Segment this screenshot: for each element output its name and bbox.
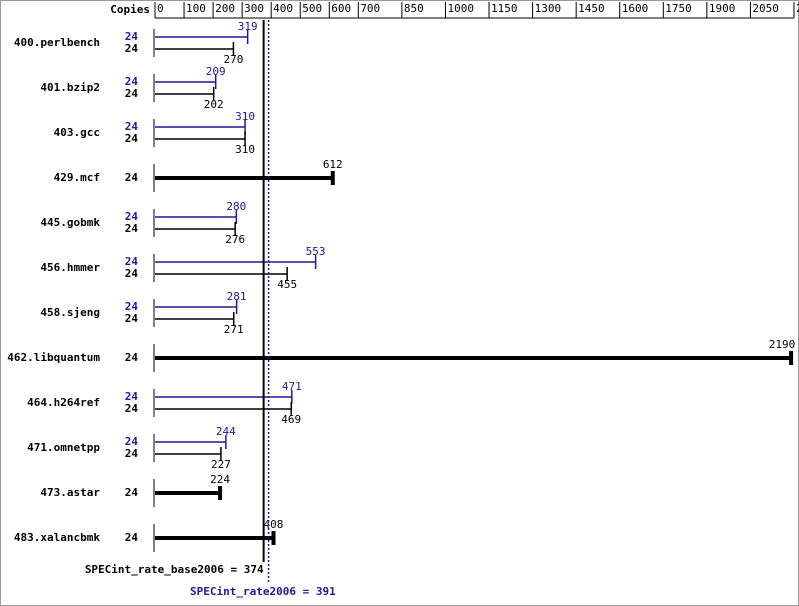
value-label: 224 [210, 473, 230, 486]
copies-label: 24 [125, 531, 139, 544]
x-tick-label: 200 [215, 2, 235, 15]
value-label: 227 [211, 458, 231, 471]
copies-label: 24 [125, 75, 139, 88]
x-tick-label: 1600 [622, 2, 649, 15]
value-label: 209 [206, 65, 226, 78]
value-label: 319 [238, 20, 258, 33]
bar [155, 300, 238, 314]
reference-label: SPECint_rate2006 = 391 [190, 585, 336, 598]
bar [155, 312, 235, 326]
x-tick-label: 2050 [752, 2, 779, 15]
copies-label: 24 [125, 402, 139, 415]
copies-label: 24 [125, 312, 139, 325]
x-tick-label: 1300 [535, 2, 562, 15]
value-label: 281 [227, 290, 247, 303]
bar [155, 351, 794, 365]
value-label: 202 [204, 98, 224, 111]
x-tick-label: 1000 [447, 2, 474, 15]
category-label: 471.omnetpp [27, 441, 100, 454]
x-tick-label: 850 [404, 2, 424, 15]
x-tick-label: 700 [360, 2, 380, 15]
category-label: 483.xalancbmk [14, 531, 100, 544]
value-label: 612 [323, 158, 343, 171]
copies-label: 24 [125, 222, 139, 235]
x-tick-label: 100 [186, 2, 206, 15]
value-label: 244 [216, 425, 236, 438]
axis-label: Copies [110, 3, 150, 16]
x-tick-label: 2200 [796, 2, 799, 15]
x-tick-label: 1150 [491, 2, 517, 15]
x-tick-label: 1900 [709, 2, 736, 15]
category-label: 456.hmmer [40, 261, 100, 274]
x-tick-label: 1450 [578, 2, 605, 15]
x-tick-label: 0 [157, 2, 164, 15]
bar [155, 486, 223, 500]
copies-label: 24 [125, 267, 139, 280]
value-label: 271 [224, 323, 244, 336]
copies-label: 24 [125, 171, 139, 184]
bar [155, 435, 227, 449]
bar [155, 75, 217, 89]
value-label: 469 [281, 413, 301, 426]
bar [155, 87, 215, 101]
copies-label: 24 [125, 132, 139, 145]
value-label: 408 [264, 518, 284, 531]
value-label: 280 [226, 200, 246, 213]
copies-label: 24 [125, 447, 139, 460]
bar [155, 222, 236, 236]
copies-label: 24 [125, 255, 139, 268]
bar [155, 531, 276, 545]
bar [155, 30, 249, 44]
x-tick-label: 600 [331, 2, 351, 15]
x-tick-label: 400 [273, 2, 293, 15]
bar [155, 132, 246, 146]
value-label: 310 [235, 110, 255, 123]
bar [155, 42, 235, 56]
copies-label: 24 [125, 120, 139, 133]
category-label: 401.bzip2 [40, 81, 100, 94]
category-label: 400.perlbench [14, 36, 100, 49]
category-label: 462.libquantum [7, 351, 100, 364]
value-label: 2190 [769, 338, 796, 351]
copies-label: 24 [125, 300, 139, 313]
x-tick-label: 300 [244, 2, 264, 15]
copies-label: 24 [125, 390, 139, 403]
category-label: 429.mcf [54, 171, 100, 184]
copies-label: 24 [125, 351, 139, 364]
category-label: 445.gobmk [40, 216, 100, 229]
value-label: 270 [223, 53, 243, 66]
x-tick-label: 500 [302, 2, 322, 15]
value-label: 455 [277, 278, 297, 291]
bar [155, 120, 246, 134]
value-label: 553 [306, 245, 326, 258]
value-label: 471 [282, 380, 302, 393]
copies-label: 24 [125, 87, 139, 100]
copies-label: 24 [125, 486, 139, 499]
bar [155, 171, 335, 185]
bar [155, 255, 317, 269]
x-tick-label: 1750 [665, 2, 692, 15]
category-label: 464.h264ref [27, 396, 100, 409]
value-label: 276 [225, 233, 245, 246]
category-label: 458.sjeng [40, 306, 100, 319]
category-label: 473.astar [40, 486, 100, 499]
copies-label: 24 [125, 435, 139, 448]
copies-label: 24 [125, 42, 139, 55]
category-label: 403.gcc [54, 126, 100, 139]
bar [155, 267, 288, 281]
bar [155, 210, 238, 224]
copies-label: 24 [125, 30, 139, 43]
value-label: 310 [235, 143, 255, 156]
bar [155, 447, 222, 461]
reference-label: SPECint_rate_base2006 = 374 [85, 563, 264, 576]
copies-label: 24 [125, 210, 139, 223]
